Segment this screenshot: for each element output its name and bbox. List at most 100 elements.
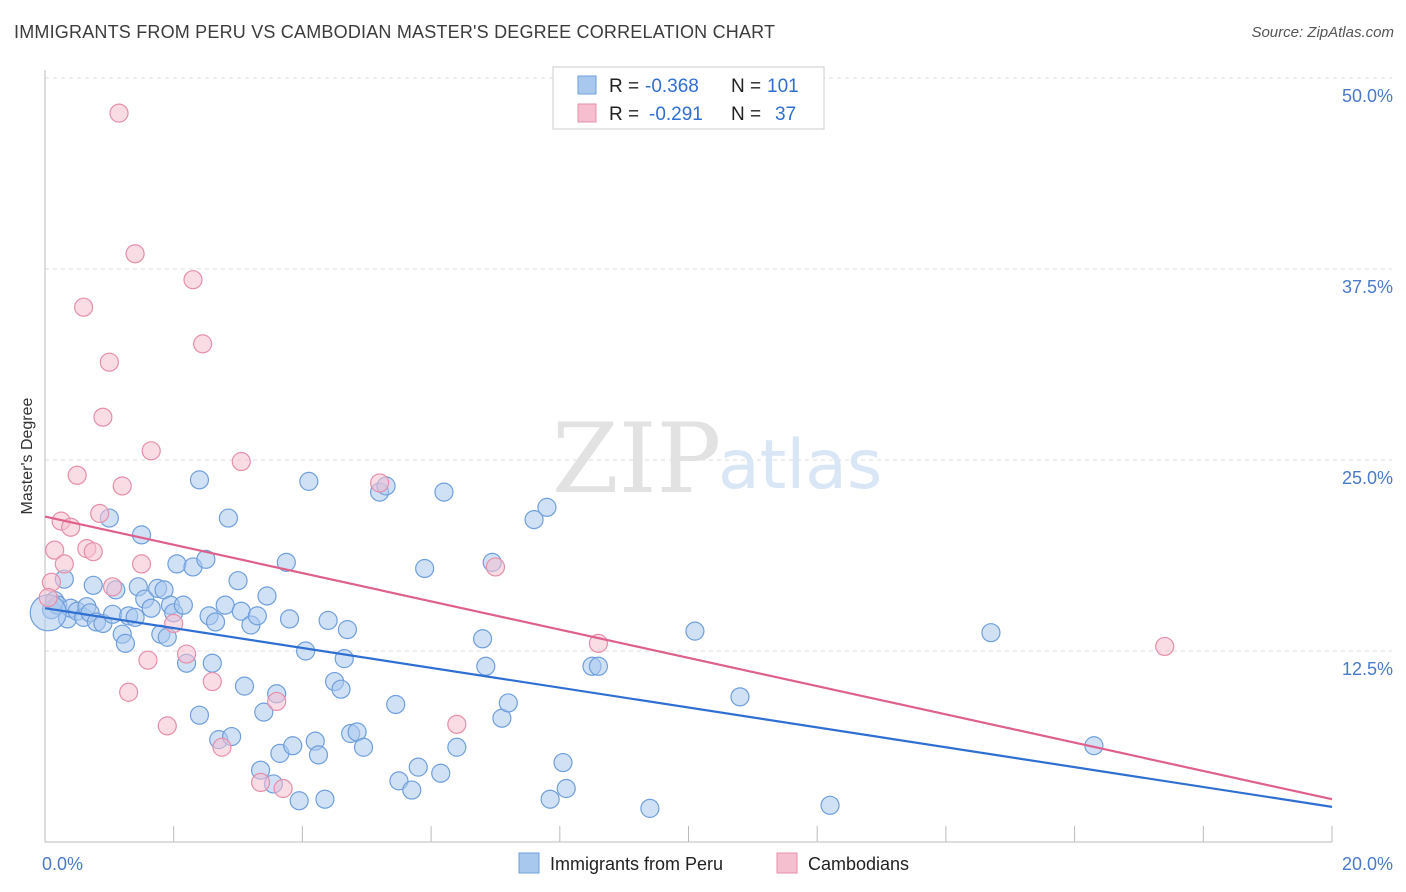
- x-tick-labels: 0.0% 20.0%: [42, 854, 1393, 874]
- point-cambodians-1: [45, 540, 65, 560]
- point-peru-34: [189, 470, 210, 490]
- point-peru-63: [315, 789, 335, 809]
- point-peru-60: [299, 471, 319, 491]
- point-cambodians-32: [447, 714, 467, 734]
- point-peru-97: [820, 795, 840, 815]
- grid-lines: [45, 77, 1392, 652]
- point-peru-30: [167, 554, 187, 574]
- series-peru-points: [29, 470, 1104, 818]
- bottom-legend-swatch-cambodians: [776, 852, 798, 874]
- point-peru-95: [685, 621, 705, 641]
- point-peru-59: [296, 641, 316, 661]
- point-peru-88: [537, 497, 557, 517]
- chart-title: IMMIGRANTS FROM PERU VS CAMBODIAN MASTER…: [14, 22, 776, 42]
- x-tick-marks: [44, 826, 1333, 842]
- point-peru-56: [279, 609, 300, 629]
- point-cambodians-18: [138, 650, 158, 670]
- point-cambodians-35: [1155, 636, 1175, 657]
- point-peru-48: [247, 606, 267, 626]
- legend-box: [552, 66, 825, 130]
- point-cambodians-36: [38, 587, 58, 608]
- point-peru-76: [402, 780, 422, 800]
- watermark-zip: ZIP: [552, 403, 721, 515]
- point-peru-50: [254, 702, 274, 722]
- point-cambodians-3: [54, 554, 74, 574]
- point-peru-23: [141, 598, 161, 618]
- point-peru-91: [556, 778, 576, 799]
- point-peru-77: [408, 757, 428, 777]
- point-cambodians-26: [212, 737, 232, 757]
- y-tick-label-0: 12.5%: [1342, 659, 1393, 679]
- point-peru-17: [115, 633, 136, 653]
- point-peru-55: [276, 552, 296, 572]
- point-peru-58: [289, 791, 309, 811]
- legend-r-label-cambodians: R =: [609, 104, 639, 125]
- legend-n-value-peru: 101: [767, 76, 799, 97]
- point-cambodians-15: [119, 682, 139, 702]
- point-cambodians-16: [125, 244, 145, 264]
- point-cambodians-11: [99, 352, 119, 372]
- legend-r-value-peru: -0.368: [645, 76, 699, 97]
- point-cambodians-9: [90, 503, 110, 524]
- point-cambodians-12: [102, 577, 123, 597]
- trend-line-peru: [44, 607, 1333, 808]
- point-peru-87: [524, 509, 544, 530]
- point-peru-62: [308, 745, 329, 765]
- legend-r-label-peru: R =: [609, 76, 639, 97]
- point-cambodians-22: [176, 644, 197, 664]
- legend-n-label-cambodians: N =: [731, 104, 761, 125]
- point-peru-41: [215, 595, 235, 615]
- point-peru-81: [447, 737, 467, 757]
- point-peru-38: [202, 653, 222, 673]
- point-cambodians-30: [273, 778, 293, 799]
- point-peru-80: [434, 482, 454, 502]
- legend-r-value-cambodians: -0.291: [649, 104, 703, 125]
- point-peru-57: [283, 736, 303, 756]
- trend-line-cambodians: [44, 515, 1333, 801]
- point-cambodians-25: [202, 671, 222, 692]
- y-axis-label: Master's Degree: [19, 397, 36, 514]
- point-peru-78: [415, 558, 435, 579]
- point-peru-93: [588, 656, 609, 676]
- y-tick-label-2: 37.5%: [1342, 277, 1393, 297]
- point-cambodians-6: [74, 297, 94, 317]
- point-peru-83: [476, 656, 496, 676]
- point-cambodians-23: [183, 270, 203, 290]
- point-peru-74: [386, 694, 406, 715]
- point-cambodians-31: [370, 473, 390, 493]
- point-peru-66: [331, 679, 351, 699]
- point-peru-89: [540, 789, 560, 809]
- bottom-legend-swatch-peru: [518, 852, 540, 874]
- y-tick-labels: 12.5% 25.0% 37.5% 50.0%: [1342, 86, 1393, 679]
- point-cambodians-14: [112, 476, 132, 496]
- point-peru-51: [257, 586, 277, 606]
- point-cambodians-33: [485, 557, 506, 577]
- y-tick-label-1: 25.0%: [1342, 468, 1393, 488]
- point-peru-79: [431, 763, 451, 783]
- point-cambodians-29: [267, 691, 287, 712]
- point-cambodians-5: [67, 465, 87, 485]
- point-peru-94: [640, 798, 660, 818]
- point-peru-86: [498, 693, 518, 713]
- point-cambodians-8: [83, 542, 103, 562]
- point-cambodians-28: [250, 772, 271, 793]
- point-peru-35: [189, 705, 210, 725]
- point-peru-96: [730, 687, 750, 707]
- point-peru-82: [472, 629, 493, 649]
- point-peru-44: [228, 571, 248, 591]
- y-tick-label-3: 50.0%: [1342, 86, 1393, 106]
- point-peru-39: [205, 612, 226, 632]
- point-cambodians-19: [141, 441, 161, 461]
- legend-n-value-cambodians: 37: [775, 104, 796, 125]
- point-peru-10: [83, 575, 103, 595]
- bottom-legend-label-peru: Immigrants from Peru: [550, 854, 723, 874]
- point-peru-98: [981, 623, 1001, 643]
- point-cambodians-20: [157, 716, 177, 736]
- point-peru-90: [553, 752, 573, 773]
- point-cambodians-27: [231, 451, 251, 472]
- point-cambodians-17: [131, 554, 152, 574]
- x-tick-label-1: 20.0%: [1342, 854, 1393, 874]
- point-peru-31: [173, 595, 193, 615]
- point-peru-46: [234, 676, 255, 696]
